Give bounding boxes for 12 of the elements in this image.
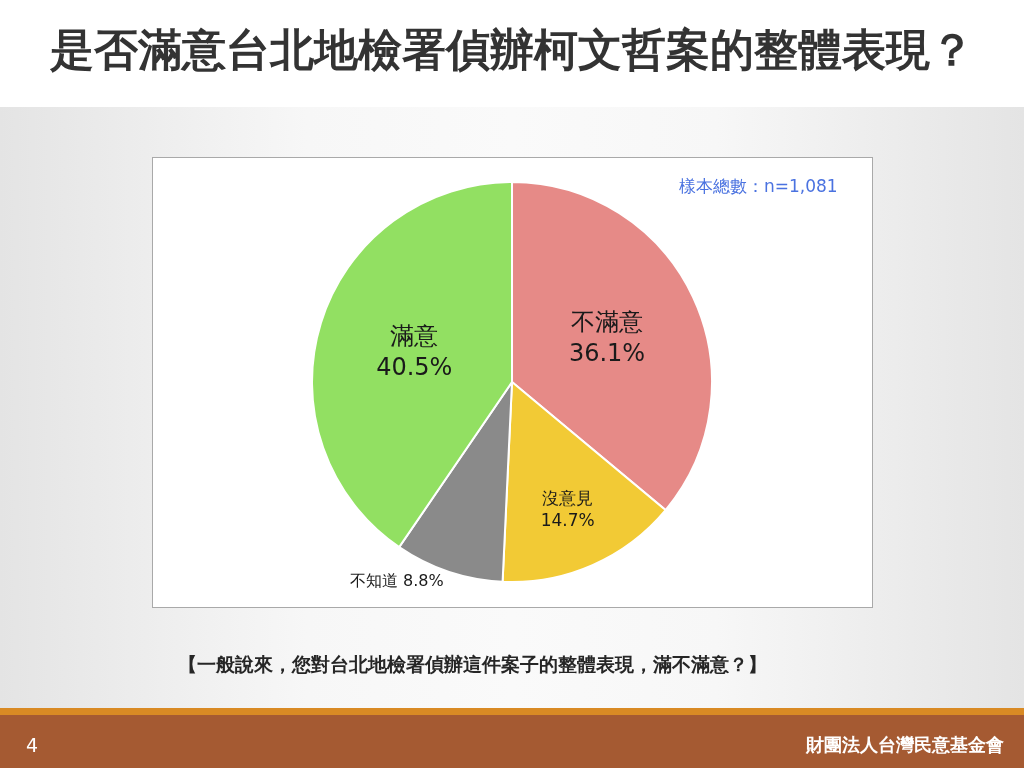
text: 【一般說來，您對台北地檢署偵辦這件案子的整體表現，滿不滿意？】 bbox=[178, 653, 767, 675]
slice-label: 不知道 8.8% bbox=[349, 570, 444, 590]
text: 樣本總數：n=1,081 bbox=[679, 176, 838, 196]
data-label: 36.1% bbox=[568, 339, 646, 368]
slice-label: 不滿意 bbox=[571, 307, 644, 336]
data-label: 40.5% bbox=[376, 353, 453, 382]
chart-title: 是否滿意台北地檢署偵辦柯文哲案的整體表現？ bbox=[49, 24, 974, 76]
text: 4 bbox=[26, 734, 39, 756]
slice-label: 滿意 bbox=[390, 322, 439, 351]
slice-label: 沒意見 bbox=[542, 487, 594, 508]
data-label: 14.7% bbox=[540, 509, 595, 530]
text: 財團法人台灣民意基金會 bbox=[805, 734, 1004, 755]
